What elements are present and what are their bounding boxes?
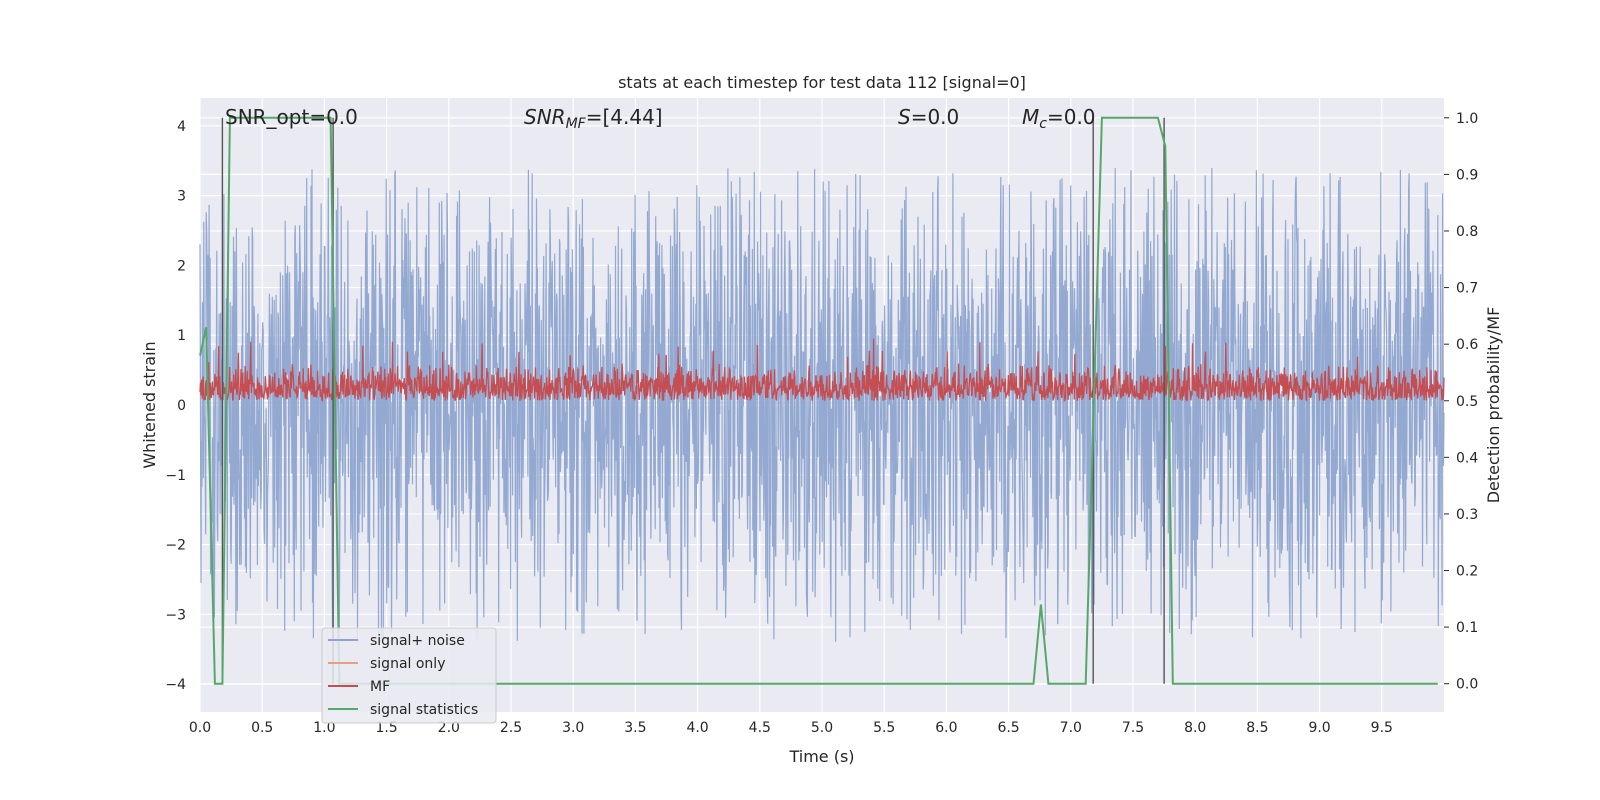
x-tick-label: 9.5 xyxy=(1371,720,1393,736)
y-tick-label: 1 xyxy=(177,328,186,344)
x-tick-label: 4.5 xyxy=(749,720,771,736)
x-ticks: 0.0 0.5 1.0 1.5 2.0 2.5 3.0 3.5 4.0 4.5 5.0 5.5 6.0 6… xyxy=(189,720,1393,736)
x-tick-label: 2.0 xyxy=(438,720,460,736)
snr-mf-val: =[4.44] xyxy=(586,105,663,129)
right-y-tick-label: 0.3 xyxy=(1456,507,1478,523)
x-axis-label: Time (s) xyxy=(788,747,854,766)
x-tick-label: 6.5 xyxy=(997,720,1019,736)
right-y-tick-label: 0.8 xyxy=(1456,224,1478,240)
snr-mf-sub: MF xyxy=(566,116,587,132)
right-y-tick-label: 1.0 xyxy=(1456,111,1478,127)
x-tick-label: 0.0 xyxy=(189,720,211,736)
x-tick-label: 3.5 xyxy=(624,720,646,736)
legend: signal+ noise signal only MF signal stat… xyxy=(321,627,497,724)
legend-box xyxy=(321,627,497,724)
right-y-tick-label: 0.1 xyxy=(1456,620,1478,636)
y-axis-label: Whitened strain xyxy=(140,341,159,468)
s-val: =0.0 xyxy=(911,105,960,129)
signal-statistics-series xyxy=(199,116,1438,685)
x-tick-label: 1.5 xyxy=(375,720,397,736)
x-tick-label: 8.0 xyxy=(1184,720,1206,736)
s-var: S xyxy=(898,105,911,129)
x-tick-label: 5.5 xyxy=(873,720,895,736)
x-tick-label: 9.0 xyxy=(1308,720,1330,736)
x-tick-label: 4.0 xyxy=(686,720,708,736)
mc-sub: c xyxy=(1039,116,1047,132)
x-tick-label: 3.0 xyxy=(562,720,584,736)
x-tick-label: 2.5 xyxy=(500,720,522,736)
signal-statistics-line xyxy=(199,116,1438,685)
x-tick-label: 0.5 xyxy=(251,720,273,736)
mc-val: =0.0 xyxy=(1047,105,1096,129)
x-tick-label: 8.5 xyxy=(1246,720,1268,736)
mf-line xyxy=(199,338,1445,403)
left-y-ticks: −4 −3 −2 −1 0 1 2 3 4 xyxy=(165,119,186,693)
x-tick-label: 6.0 xyxy=(935,720,957,736)
mf-series xyxy=(199,338,1445,403)
y-tick-label: −2 xyxy=(165,538,186,554)
annotation-snr-opt: SNR_opt=0.0 xyxy=(225,105,358,129)
right-y-tick-label: 0.2 xyxy=(1456,564,1478,580)
right-y-axis-label: Detection probability/MF xyxy=(1484,307,1503,504)
legend-label-signal-noise: signal+ noise xyxy=(370,633,465,649)
annotation-s: S=0.0 xyxy=(898,105,959,129)
x-tick-label: 5.0 xyxy=(811,720,833,736)
y-tick-label: 3 xyxy=(177,189,186,205)
mc-var: M xyxy=(1022,105,1039,129)
right-y-tick-label: 0.5 xyxy=(1456,394,1478,410)
chart-title: stats at each timestep for test data 112… xyxy=(618,73,1026,92)
snr-mf-var: SNR xyxy=(524,105,566,129)
right-y-ticks: 0.0 0.1 0.2 0.3 0.4 0.5 0.6 0.7 0.8 0.9 1.0 xyxy=(1444,111,1478,693)
x-tick-label: 7.5 xyxy=(1122,720,1144,736)
annotation-snr-mf: SNRMF=[4.44] xyxy=(524,105,663,132)
y-tick-label: −4 xyxy=(165,677,186,693)
y-tick-label: −1 xyxy=(165,468,186,484)
y-tick-label: 4 xyxy=(177,119,186,135)
y-tick-label: 2 xyxy=(177,258,186,274)
x-tick-label: 7.0 xyxy=(1060,720,1082,736)
right-y-tick-label: 0.9 xyxy=(1456,167,1478,183)
legend-label-mf: MF xyxy=(370,679,390,695)
legend-label-signal-statistics: signal statistics xyxy=(370,702,478,718)
y-tick-label: 0 xyxy=(177,398,186,414)
right-y-tick-label: 0.7 xyxy=(1456,281,1478,297)
annotation-mc: Mc=0.0 xyxy=(1022,105,1096,132)
y-tick-label: −3 xyxy=(165,607,186,623)
x-tick-label: 1.0 xyxy=(313,720,335,736)
right-y-tick-label: 0.6 xyxy=(1456,337,1478,353)
legend-label-signal-only: signal only xyxy=(370,656,445,672)
right-y-tick-label: 0.0 xyxy=(1456,677,1478,693)
right-y-tick-label: 0.4 xyxy=(1456,450,1478,466)
